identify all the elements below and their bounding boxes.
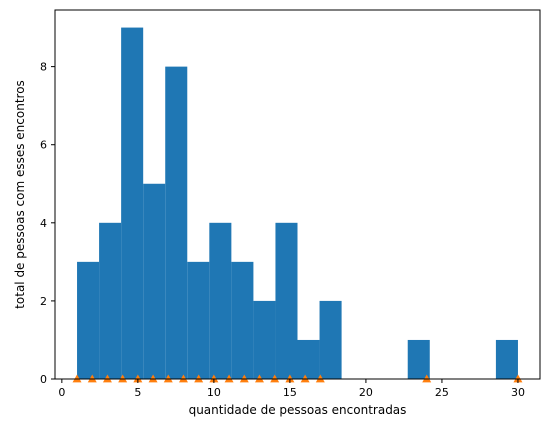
data-marker: [178, 374, 188, 383]
histogram-bar: [275, 222, 298, 379]
histogram-bar: [165, 66, 188, 379]
data-marker: [209, 374, 219, 383]
data-marker: [163, 374, 173, 383]
histogram-bar: [297, 339, 320, 379]
data-marker: [422, 374, 432, 383]
y-axis-label: total de pessoas com esses encontros: [13, 80, 27, 309]
plot-frame: [54, 9, 541, 380]
histogram-bar: [407, 339, 430, 379]
x-tick-label: 0: [58, 386, 65, 399]
histogram-bar: [319, 300, 342, 379]
data-marker: [254, 374, 264, 383]
bars-layer: [77, 27, 518, 379]
x-axis-ticks: 0 5 10 15 20 25 30: [58, 379, 525, 399]
markers-layer: [72, 374, 523, 383]
x-axis-label: quantidade de pessoas encontradas: [189, 403, 407, 417]
x-tick-label: 20: [359, 386, 373, 399]
histogram-bar: [187, 261, 210, 379]
data-marker: [513, 374, 523, 383]
y-tick-label: 2: [40, 295, 47, 308]
histogram-bar: [77, 261, 100, 379]
data-marker: [239, 374, 249, 383]
data-marker: [148, 374, 158, 383]
x-tick-label: 15: [283, 386, 297, 399]
y-tick-label: 4: [40, 217, 47, 230]
y-tick-label: 8: [40, 61, 47, 74]
histogram-bar: [121, 27, 144, 379]
histogram-bar: [231, 261, 254, 379]
histogram-bar: [495, 339, 518, 379]
data-marker: [194, 374, 204, 383]
x-tick-label: 10: [207, 386, 221, 399]
histogram-bar: [209, 222, 232, 379]
y-tick-label: 0: [40, 373, 47, 386]
x-tick-label: 25: [435, 386, 449, 399]
data-marker: [315, 374, 325, 383]
data-marker: [87, 374, 97, 383]
histogram-bar: [143, 183, 166, 379]
data-marker: [224, 374, 234, 383]
x-tick-label: 5: [134, 386, 141, 399]
y-axis-ticks: 0 2 4 6 8: [40, 61, 55, 386]
y-tick-label: 6: [40, 139, 47, 152]
data-marker: [133, 374, 143, 383]
histogram-bar: [99, 222, 122, 379]
data-marker: [118, 374, 128, 383]
data-marker: [285, 374, 295, 383]
data-marker: [300, 374, 310, 383]
data-marker: [72, 374, 82, 383]
histogram-bar: [253, 300, 276, 379]
data-marker: [270, 374, 280, 383]
data-marker: [102, 374, 112, 383]
x-tick-label: 30: [511, 386, 525, 399]
